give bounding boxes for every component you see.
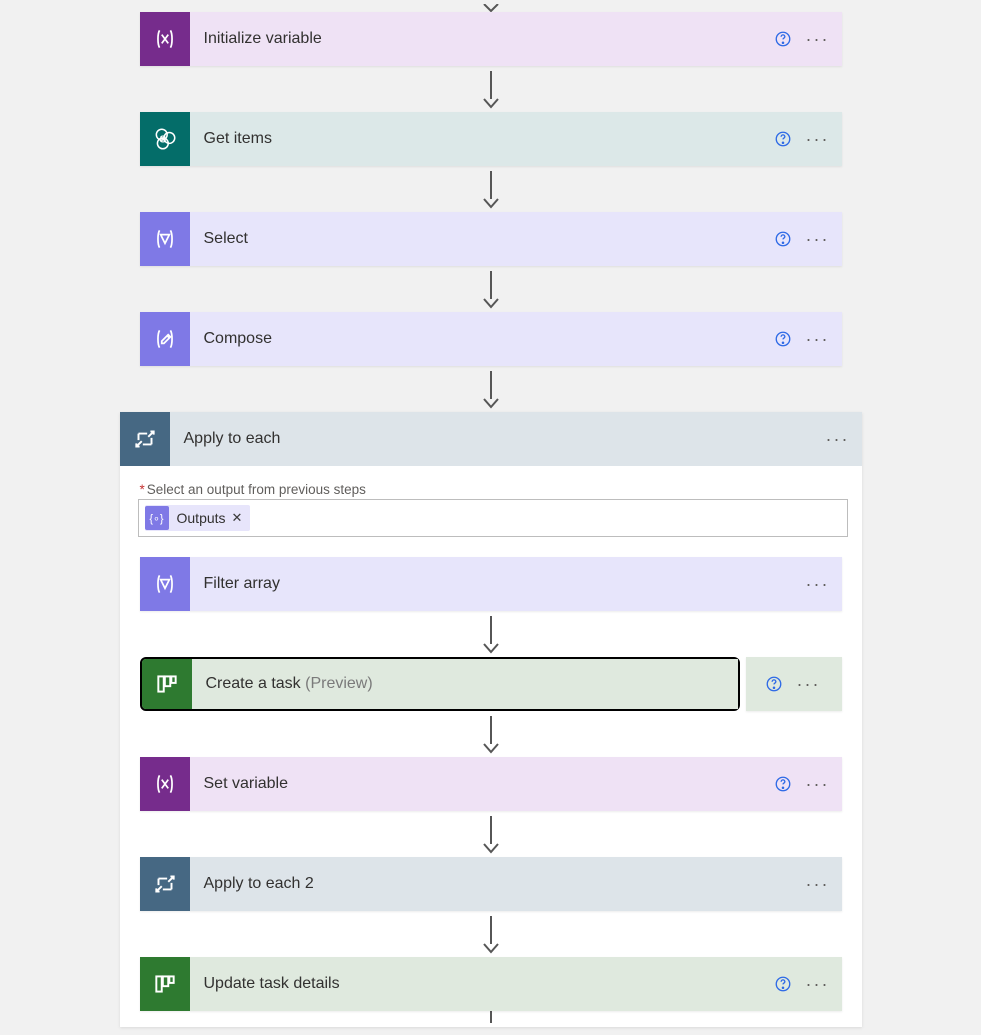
planner-icon — [142, 659, 192, 709]
more-icon[interactable]: ··· — [803, 124, 833, 154]
svg-text:S: S — [159, 134, 166, 145]
token-label: Outputs — [177, 510, 226, 526]
loop-icon — [120, 412, 170, 466]
step-action-tail: ··· — [746, 657, 842, 711]
connector-arrow — [140, 1011, 842, 1023]
connector-arrow — [140, 911, 842, 957]
connector-arrow — [140, 811, 842, 857]
step-title: Select — [204, 230, 773, 248]
step-create-task[interactable]: Create a task (Preview) ··· — [140, 657, 842, 711]
help-icon[interactable] — [773, 329, 793, 349]
variable-icon — [140, 12, 190, 66]
compose-token-icon: {∘} — [145, 506, 169, 530]
more-icon[interactable]: ··· — [803, 224, 833, 254]
more-icon[interactable]: ··· — [803, 569, 833, 599]
help-icon[interactable] — [773, 774, 793, 794]
step-title: Update task details — [204, 975, 773, 993]
step-set-variable[interactable]: Set variable ··· — [140, 757, 842, 811]
apply-to-each-container: Apply to each ··· *Select an output from… — [120, 412, 862, 1027]
help-icon[interactable] — [764, 674, 784, 694]
more-icon[interactable]: ··· — [823, 424, 853, 454]
step-filter-array[interactable]: Filter array ··· — [140, 557, 842, 611]
planner-icon — [140, 957, 190, 1011]
step-apply-to-each-2[interactable]: Apply to each 2 ··· — [140, 857, 842, 911]
step-update-task-details[interactable]: Update task details ··· — [140, 957, 842, 1011]
output-select-input[interactable]: {∘} Outputs ✕ — [138, 499, 848, 537]
step-title: Initialize variable — [204, 30, 773, 48]
more-icon[interactable]: ··· — [803, 969, 833, 999]
step-title: Create a task (Preview) — [206, 675, 723, 693]
more-icon[interactable]: ··· — [803, 769, 833, 799]
more-icon[interactable]: ··· — [803, 324, 833, 354]
step-title: Set variable — [204, 775, 773, 793]
filter-icon — [140, 557, 190, 611]
connector-arrow — [140, 711, 842, 757]
connector-arrow — [140, 611, 842, 657]
step-apply-to-each[interactable]: Apply to each ··· — [120, 412, 862, 466]
compose-icon — [140, 312, 190, 366]
help-icon[interactable] — [773, 129, 793, 149]
select-icon — [140, 212, 190, 266]
help-icon[interactable] — [773, 29, 793, 49]
more-icon[interactable]: ··· — [794, 669, 824, 699]
step-compose[interactable]: Compose ··· — [140, 312, 842, 366]
help-icon[interactable] — [773, 974, 793, 994]
step-title: Apply to each — [184, 430, 823, 448]
flow-designer-canvas: Initialize variable ··· S Get items — [0, 0, 981, 1035]
connector-arrow — [0, 66, 981, 112]
token-outputs[interactable]: {∘} Outputs ✕ — [145, 505, 251, 531]
apply-to-each-body: *Select an output from previous steps {∘… — [120, 466, 862, 1027]
loop-icon — [140, 857, 190, 911]
field-label: *Select an output from previous steps — [138, 482, 844, 497]
connector-arrow — [0, 366, 981, 412]
help-icon[interactable] — [773, 229, 793, 249]
step-select[interactable]: Select ··· — [140, 212, 842, 266]
more-icon[interactable]: ··· — [803, 24, 833, 54]
step-get-items[interactable]: S Get items ··· — [140, 112, 842, 166]
token-remove-icon[interactable]: ✕ — [232, 510, 243, 526]
connector-arrow — [0, 4, 981, 12]
variable-icon — [140, 757, 190, 811]
step-initialize-variable[interactable]: Initialize variable ··· — [140, 12, 842, 66]
connector-arrow — [0, 266, 981, 312]
more-icon[interactable]: ··· — [803, 869, 833, 899]
sharepoint-icon: S — [140, 112, 190, 166]
step-title: Get items — [204, 130, 773, 148]
preview-suffix: (Preview) — [305, 675, 373, 692]
connector-arrow — [0, 166, 981, 212]
step-title: Compose — [204, 330, 773, 348]
step-title: Filter array — [204, 575, 803, 593]
required-asterisk: * — [140, 482, 145, 497]
step-title: Apply to each 2 — [204, 875, 803, 893]
